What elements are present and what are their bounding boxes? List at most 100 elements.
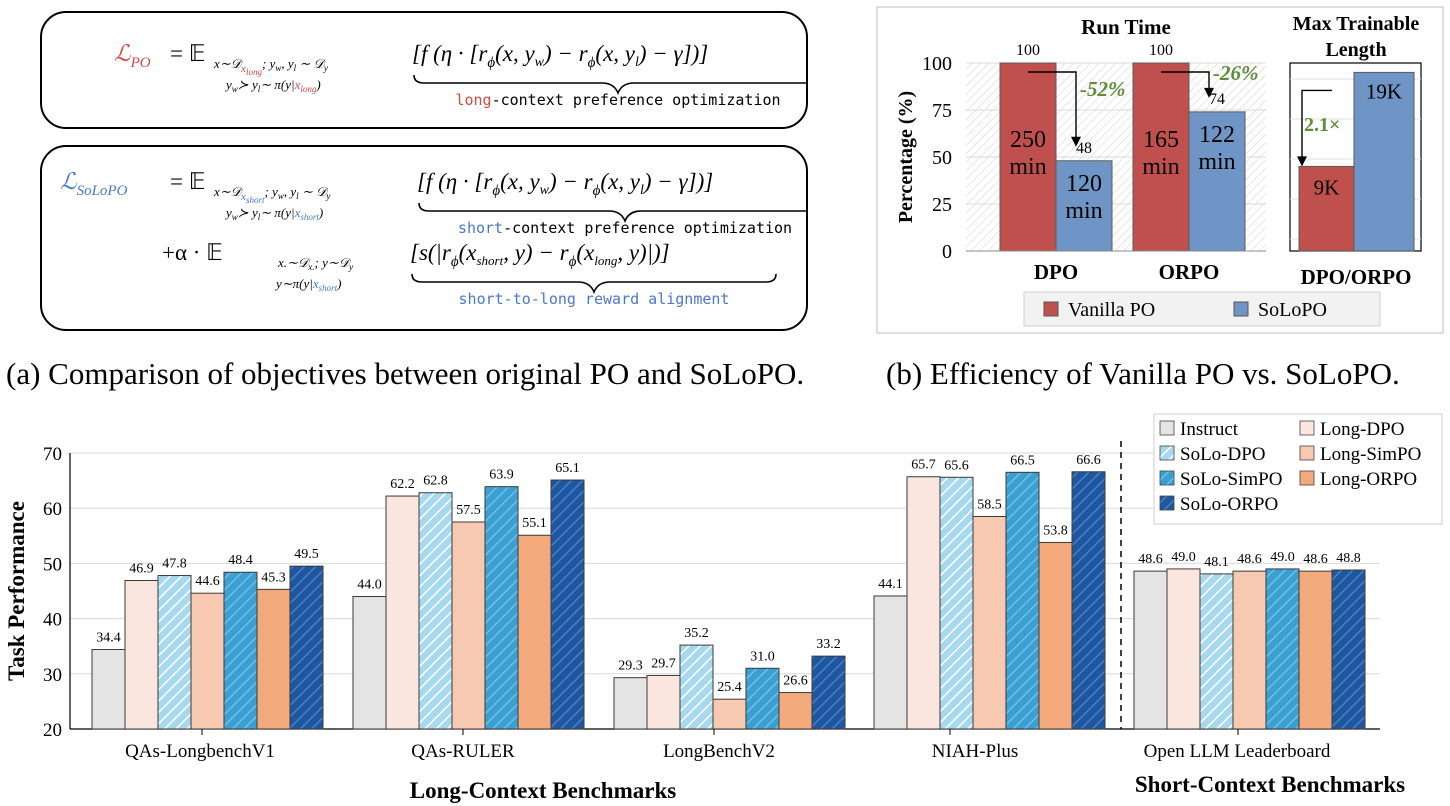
bar-value-label: 48.6: [1138, 552, 1163, 567]
bar-value-label: 65.1: [555, 461, 580, 476]
vanilla-po-bar: [1298, 165, 1355, 252]
bar-solo-dpo: [679, 644, 714, 730]
legend-swatch-solopo: [1233, 301, 1249, 317]
legend-label: SoLo-SimPO: [1180, 469, 1282, 490]
solopo-term2-prefix: +α · 𝔼: [162, 240, 223, 265]
bar-instruct: [873, 595, 908, 730]
bar-instruct: [613, 677, 648, 730]
bar-long-dpo: [1166, 568, 1201, 730]
bar-long-dpo: [124, 580, 159, 730]
bar-long-dpo: [646, 674, 681, 730]
ytick-label: 40: [43, 610, 62, 631]
po-condition: yw≻ yl∼ π(y|xlong): [224, 77, 321, 94]
bar-value-label: 49.5: [294, 547, 319, 562]
runtime-category-label: ORPO: [1159, 260, 1220, 284]
bar-inner-label: min: [1065, 198, 1102, 224]
runtime-ytick-label: 75: [932, 100, 952, 122]
bar-value-label: 44.0: [357, 578, 382, 593]
bar-value-label: 29.7: [651, 656, 676, 671]
bar-value-label: 47.8: [162, 557, 187, 572]
bar-value-label: 65.6: [944, 458, 969, 473]
bar-long-orpo: [778, 692, 813, 730]
category-label: LongBenchV2: [663, 741, 775, 762]
legend-label: Long-SimPO: [1320, 444, 1421, 465]
runtime-ytick-label: 100: [922, 53, 952, 75]
bar-inner-label: min: [1198, 149, 1235, 175]
solopo-term2-body: [s(|rϕ(xshort, y) − rϕ(xlong, y)|)]: [410, 240, 670, 270]
bar-instruct: [352, 596, 387, 730]
legend-swatch-vanilla: [1043, 301, 1059, 317]
bar-value-label: 48.6: [1303, 552, 1328, 567]
bar-value-label: 49.0: [1270, 550, 1295, 565]
bar-inner-label: 19K: [1366, 79, 1402, 103]
bar-inner-label: 165: [1143, 127, 1179, 153]
bar-solo-dpo: [1199, 573, 1234, 730]
bar-solo-orpo: [550, 479, 585, 730]
category-label: NIAH-Plus: [932, 741, 1019, 762]
reduction-annotation: -52%: [1080, 77, 1126, 101]
bar-long-dpo: [906, 476, 941, 730]
bar-inner-label: min: [1142, 154, 1179, 180]
bar-value-label: 48.1: [1204, 555, 1229, 570]
bar-long-orpo: [517, 534, 552, 730]
bar-solo-orpo: [289, 565, 324, 730]
reduction-arrow: [1161, 71, 1210, 90]
bar-long-simpo: [1232, 570, 1267, 730]
bar-long-orpo: [1038, 541, 1073, 730]
bar-value-label: 48.4: [228, 553, 253, 568]
legend-swatch: [1159, 495, 1175, 511]
ytick-label: 50: [43, 554, 62, 575]
bar-value-label: 58.5: [977, 497, 1002, 512]
bar-value-label: 33.2: [816, 637, 841, 652]
maxlen-category-label: DPO/ORPO: [1301, 265, 1412, 289]
bar-value-label: 57.5: [456, 503, 481, 518]
solopo-formula-box: ℒSoLoPO = 𝔼 x∼𝒟xshort; yw, yl ∼ 𝒟y yw≻ y…: [40, 145, 808, 331]
bar-long-simpo: [190, 592, 225, 730]
bar-value-label: 48.6: [1237, 552, 1262, 567]
bar-value-label: 25.4: [717, 680, 742, 695]
arrow-head: [1297, 156, 1307, 167]
bar-solo-orpo: [1331, 569, 1366, 730]
po-expectation: = 𝔼: [170, 41, 206, 66]
bar-inner-label: 122: [1199, 122, 1235, 148]
bar-value-label: 63.9: [489, 468, 514, 483]
bar-solo-simpo: [745, 667, 780, 730]
ytick-label: 20: [43, 720, 62, 741]
solopo-bar: [1188, 111, 1246, 252]
bar-solo-simpo: [1005, 471, 1040, 730]
bar-solo-simpo: [484, 486, 519, 730]
solopo-term2-condition: y∼π(y|xshort): [274, 276, 342, 293]
bar-long-simpo: [972, 515, 1007, 730]
category-label: QAs-RULER: [411, 741, 515, 762]
legend-label: Long-ORPO: [1320, 469, 1417, 490]
bar-value-label: 29.3: [618, 659, 643, 674]
legend-swatch: [1159, 445, 1175, 461]
runtime-ytick-label: 25: [932, 194, 952, 216]
bar-value-label: 74: [1209, 91, 1225, 108]
caption-a: (a) Comparison of objectives between ori…: [6, 356, 805, 391]
category-label: QAs-LongbenchV1: [125, 741, 275, 762]
legend-label: Instruct: [1180, 419, 1239, 440]
maxlen-title-line2: Length: [1325, 39, 1386, 61]
legend-box: [1153, 413, 1443, 525]
y-axis-label: Task Performance: [4, 501, 29, 681]
solopo-brace-label-2: short-to-long reward alignment: [459, 290, 730, 308]
solopo-brace-label-1: short-context preference optimization: [458, 219, 792, 237]
bar-value-label: 44.6: [195, 574, 220, 589]
bar-value-label: 55.1: [522, 516, 547, 531]
bar-value-label: 49.0: [1171, 550, 1196, 565]
bar-long-orpo: [256, 588, 291, 730]
bar-value-label: 35.2: [684, 626, 709, 641]
solopo-expectation: = 𝔼: [170, 169, 206, 194]
ytick-label: 70: [43, 444, 62, 465]
bar-long-simpo: [451, 521, 486, 730]
long-context-group-label: Long-Context Benchmarks: [410, 778, 676, 803]
bar-inner-label: 9K: [1314, 175, 1340, 199]
runtime-ylabel: Percentage (%): [895, 91, 917, 223]
legend-label: SoLo-DPO: [1180, 444, 1266, 465]
bar-value-label: 62.2: [390, 477, 415, 492]
po-lhs: ℒPO: [114, 41, 151, 71]
caption-b: (b) Efficiency of Vanilla PO vs. SoLoPO.: [886, 356, 1400, 391]
po-expectation-sub: x∼𝒟xlong; yw, yl ∼ 𝒟y: [213, 56, 328, 77]
